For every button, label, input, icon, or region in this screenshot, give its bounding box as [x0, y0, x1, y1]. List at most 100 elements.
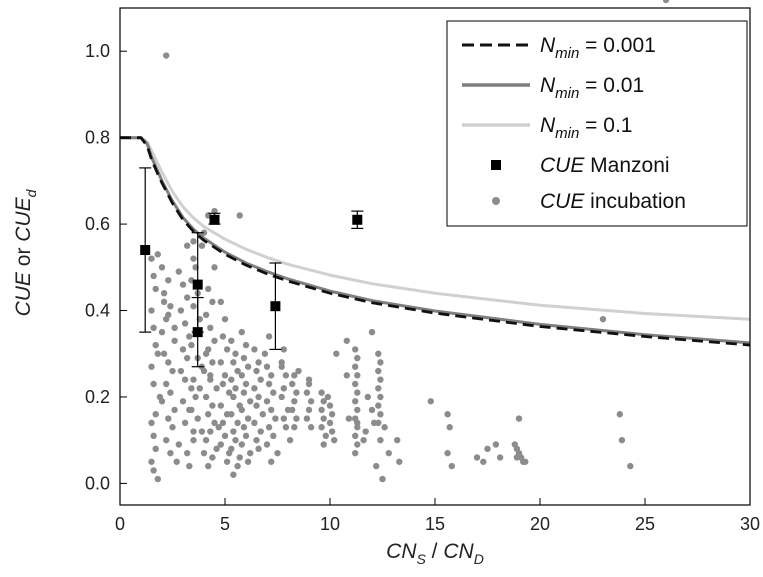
legend-label-rest-4: incubation	[584, 190, 686, 213]
incubation-point-14	[150, 324, 157, 332]
incubation-point-182	[282, 372, 290, 379]
incubation-point-64	[175, 441, 182, 448]
y-title-part1: CUE	[12, 271, 35, 316]
incubation-point-40	[171, 406, 178, 414]
x-axis-title: CNS / CND	[386, 540, 484, 567]
incubation-point-123	[228, 337, 235, 344]
incubation-point-96	[209, 402, 216, 409]
incubation-point-102	[209, 454, 216, 461]
incubation-point-127	[228, 376, 235, 383]
x-tick-label-6: 30	[740, 514, 760, 534]
line-nmin-001	[120, 136, 751, 345]
incubation-point-34	[160, 350, 168, 357]
incubation-point-157	[257, 376, 264, 383]
incubation-point-107	[202, 350, 210, 357]
incubation-point-65	[184, 449, 191, 457]
legend-label-1: Nmin = 0.01	[540, 74, 644, 102]
incubation-point-51	[184, 294, 191, 301]
incubation-point-120	[217, 441, 224, 448]
incubation-point-20	[152, 411, 159, 418]
incubation-point-39	[158, 398, 166, 405]
incubation-point-221	[343, 337, 350, 344]
incubation-point-97	[205, 411, 212, 418]
incubation-point-50	[179, 281, 187, 288]
incubation-point-88	[207, 324, 214, 332]
incubation-point-243	[377, 359, 384, 366]
incubation-point-235	[354, 419, 361, 427]
incubation-point-7	[148, 255, 155, 262]
incubation-point-105	[207, 372, 214, 379]
legend-swatch-3	[491, 160, 501, 170]
legend-label-sub-2: min	[555, 125, 579, 142]
incubation-point-138	[230, 471, 237, 478]
incubation-point-16	[154, 350, 161, 357]
incubation-point-104	[211, 264, 218, 271]
incubation-point-232	[352, 432, 359, 440]
incubation-point-57	[177, 367, 185, 375]
incubation-point-109	[221, 315, 229, 323]
incubation-point-187	[282, 424, 290, 431]
legend-label-main-3: CUE	[540, 154, 585, 177]
incubation-point-259	[444, 411, 451, 418]
incubation-point-226	[352, 380, 359, 388]
incubation-point-98	[211, 419, 218, 427]
incubation-point-41	[165, 415, 172, 422]
x-tick-label-4: 20	[530, 514, 550, 534]
incubation-point-217	[331, 436, 338, 444]
incubation-point-159	[255, 393, 262, 401]
incubation-point-247	[377, 393, 384, 401]
legend-label-rest-2: = 0.1	[579, 114, 632, 137]
incubation-point-228	[352, 398, 359, 405]
incubation-point-239	[368, 406, 376, 414]
incubation-point-195	[293, 415, 300, 422]
incubation-point-3	[236, 212, 243, 219]
incubation-point-94	[213, 385, 220, 392]
incubation-point-59	[188, 385, 195, 392]
incubation-point-277	[618, 436, 626, 444]
incubation-point-9	[198, 242, 206, 249]
incubation-point-56	[184, 354, 191, 362]
incubation-point-115	[226, 389, 233, 396]
incubation-point-33	[171, 337, 178, 344]
incubation-point-206	[320, 398, 327, 405]
incubation-point-103	[205, 462, 212, 470]
incubation-point-250	[375, 419, 382, 427]
incubation-point-140	[242, 341, 250, 349]
incubation-point-245	[377, 376, 384, 383]
incubation-point-177	[274, 449, 281, 457]
y-tick-label-2: 0.4	[85, 301, 110, 321]
incubation-point-233	[354, 441, 361, 448]
incubation-point-91	[209, 359, 216, 366]
incubation-point-28	[165, 277, 172, 284]
incubation-point-278	[627, 462, 634, 470]
incubation-point-132	[234, 419, 241, 427]
incubation-point-205	[318, 389, 325, 396]
incubation-point-200	[307, 398, 315, 405]
incubation-point-201	[305, 406, 313, 414]
incubation-point-147	[238, 406, 245, 414]
x-tick-label-0: 0	[115, 514, 125, 534]
line-nmin-01	[120, 136, 751, 321]
incubation-point-202	[303, 415, 311, 422]
incubation-point-85	[205, 285, 212, 293]
incubation-point-84	[200, 449, 208, 457]
x-title-main1: CN	[386, 540, 417, 563]
incubation-point-92	[200, 367, 208, 375]
incubation-point-136	[236, 454, 243, 461]
incubation-point-222	[352, 346, 359, 353]
incubation-point-100	[202, 436, 210, 444]
incubation-point-149	[240, 424, 248, 431]
incubation-point-225	[354, 372, 361, 379]
incubation-point-215	[326, 419, 334, 427]
incubation-point-178	[268, 458, 275, 465]
x-title-sep: /	[426, 540, 444, 563]
incubation-point-275	[515, 415, 523, 422]
incubation-point-124	[232, 350, 239, 357]
y-tick-label-3: 0.6	[85, 214, 110, 234]
y-title-part2: CUE	[12, 196, 35, 241]
incubation-point-38	[167, 389, 174, 396]
incubation-point-106	[215, 424, 222, 431]
manzoni-point-3	[209, 214, 220, 225]
incubation-point-148	[244, 415, 252, 422]
